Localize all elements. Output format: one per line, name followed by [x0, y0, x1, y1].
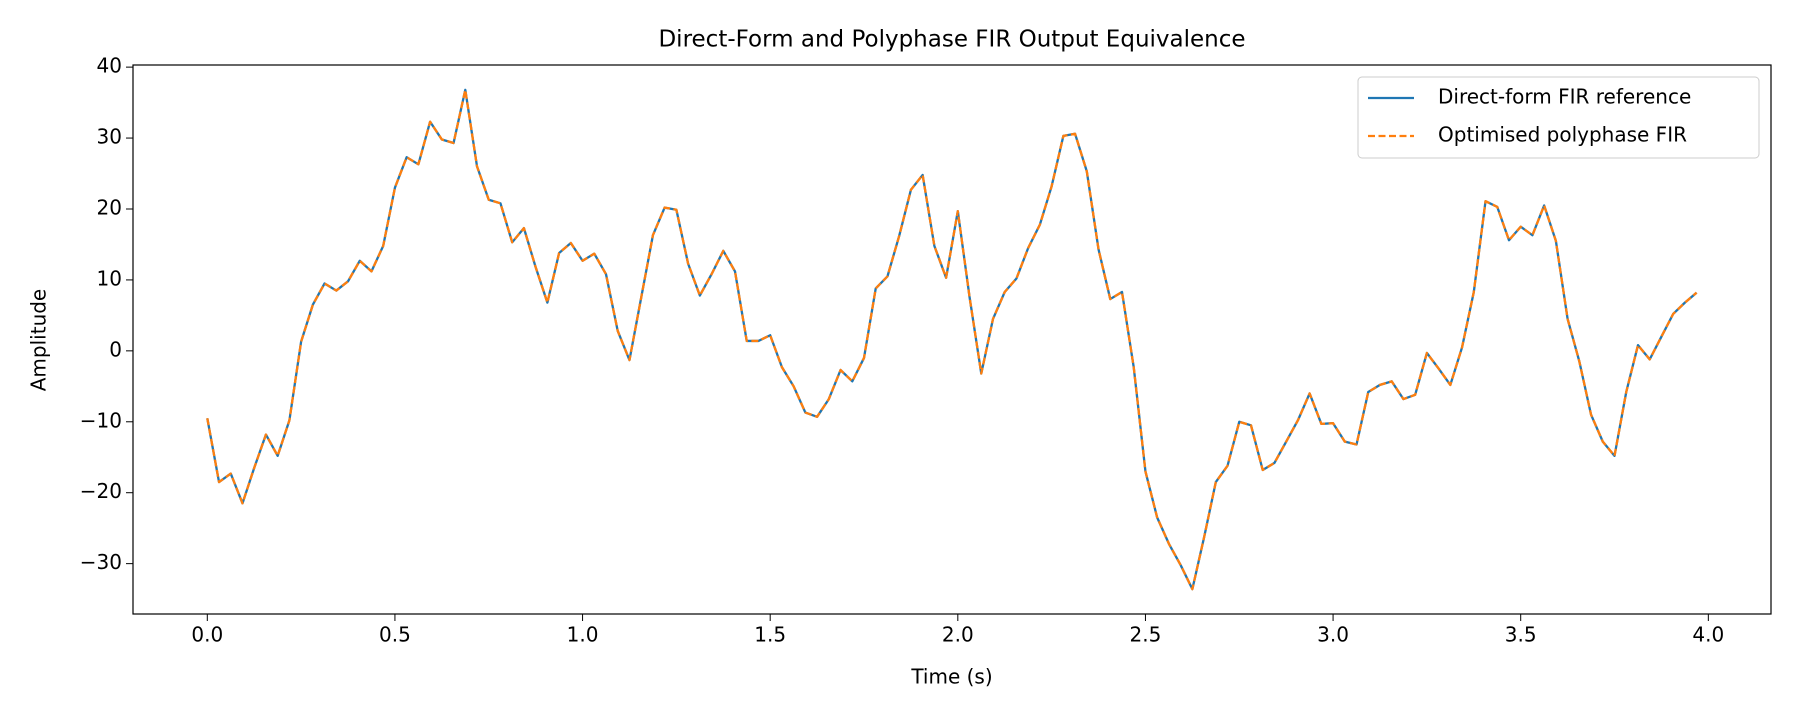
x-tick-label: 4.0: [1692, 623, 1724, 647]
y-tick-label: 20: [97, 195, 122, 219]
y-tick-label: −20: [80, 479, 122, 503]
x-tick-label: 3.5: [1505, 623, 1537, 647]
x-tick-label: 1.0: [567, 623, 599, 647]
y-tick-label: 40: [97, 54, 122, 78]
x-tick-label: 0.5: [379, 623, 411, 647]
chart-title: Direct-Form and Polyphase FIR Output Equ…: [658, 27, 1245, 53]
x-tick-label: 2.5: [1130, 623, 1162, 647]
y-tick-label: 30: [97, 125, 122, 149]
legend: Direct-form FIR reference Optimised polyp…: [1357, 76, 1760, 159]
x-tick-label: 2.0: [942, 623, 974, 647]
y-tick-label: −30: [80, 550, 122, 574]
legend-box: [1357, 76, 1760, 159]
y-tick-label: 10: [97, 266, 122, 290]
y-axis-label: Amplitude: [27, 289, 51, 392]
x-axis-label: Time (s): [910, 665, 992, 689]
x-tick-label: 3.0: [1317, 623, 1349, 647]
y-tick-label: −10: [80, 408, 122, 432]
legend-label: Optimised polyphase FIR: [1438, 123, 1687, 147]
series-line: [206, 88, 1698, 591]
legend-label: Direct-form FIR reference: [1438, 85, 1691, 109]
x-tick-label: 0.0: [191, 623, 223, 647]
y-tick-label: 0: [109, 337, 122, 361]
x-tick-label: 1.5: [754, 623, 786, 647]
plot-frame: [132, 64, 1772, 615]
series-line: [206, 88, 1698, 591]
